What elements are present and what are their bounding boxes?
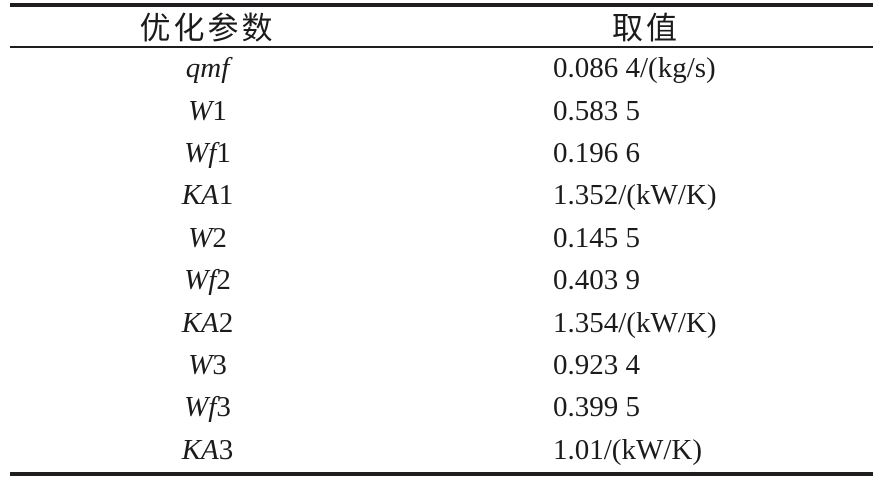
header-value: 取值 (612, 11, 680, 46)
table-bottom-rule (10, 472, 873, 476)
parameter-value: 0.403 9 (553, 264, 640, 297)
header-optimization-parameter: 优化参数 (139, 11, 276, 46)
table-row: KA 1 1.352/(kW/K) (0, 175, 882, 217)
parameter-value: 0.923 4 (553, 349, 640, 382)
parameter-symbol: Wf (184, 137, 217, 170)
parameter-symbol: qmf (185, 52, 230, 85)
parameter-index: 2 (212, 221, 227, 254)
parameter-symbol: KA (181, 179, 219, 212)
parameter-value: 0.583 5 (553, 94, 640, 127)
parameter-index: 1 (218, 179, 234, 212)
parameter-symbol: Wf (184, 264, 217, 297)
parameter-symbol: W (188, 94, 213, 127)
parameter-index: 1 (216, 137, 231, 170)
parameter-index: 3 (216, 391, 231, 424)
parameter-value: 0.145 5 (553, 221, 640, 254)
parameter-symbol: W (188, 221, 213, 254)
table-row: Wf 1 0.196 6 (0, 132, 882, 174)
table-row: KA 2 1.354/(kW/K) (0, 302, 882, 344)
parameter-index: 3 (218, 433, 234, 466)
parameter-index: 2 (218, 306, 234, 339)
parameter-value: 0.399 5 (553, 391, 640, 424)
table-row: Wf 3 0.399 5 (0, 387, 882, 429)
parameter-value: 1.352/(kW/K) (553, 179, 717, 212)
parameter-symbol: W (188, 349, 213, 382)
parameter-name: qmf (10, 48, 405, 90)
parameter-value: 1.01/(kW/K) (553, 433, 702, 466)
parameter-name: KA 2 (10, 302, 405, 344)
table-row: KA 3 1.01/(kW/K) (0, 429, 882, 471)
parameter-index: 1 (212, 94, 227, 127)
table-row: Wf 2 0.403 9 (0, 260, 882, 302)
parameter-name: Wf 3 (10, 387, 405, 429)
parameter-name: KA 1 (10, 175, 405, 217)
parameter-value: 0.086 4/(kg/s) (553, 52, 716, 85)
parameter-value: 1.354/(kW/K) (553, 306, 717, 339)
table-row: qmf 0.086 4/(kg/s) (0, 48, 882, 90)
parameter-index: 3 (212, 349, 227, 382)
parameter-value: 0.196 6 (553, 137, 640, 170)
parameter-symbol: KA (181, 306, 219, 339)
table-header-rule (10, 45, 873, 48)
parameter-name: KA 3 (10, 429, 405, 471)
parameter-symbol: Wf (184, 391, 217, 424)
parameter-name: Wf 2 (10, 260, 405, 302)
parameter-index: 2 (216, 264, 231, 297)
parameter-name: Wf 1 (10, 132, 405, 174)
table-top-rule (10, 3, 873, 7)
parameter-symbol: KA (181, 433, 219, 466)
table-header-row: 优化参数 取值 (0, 6, 882, 46)
